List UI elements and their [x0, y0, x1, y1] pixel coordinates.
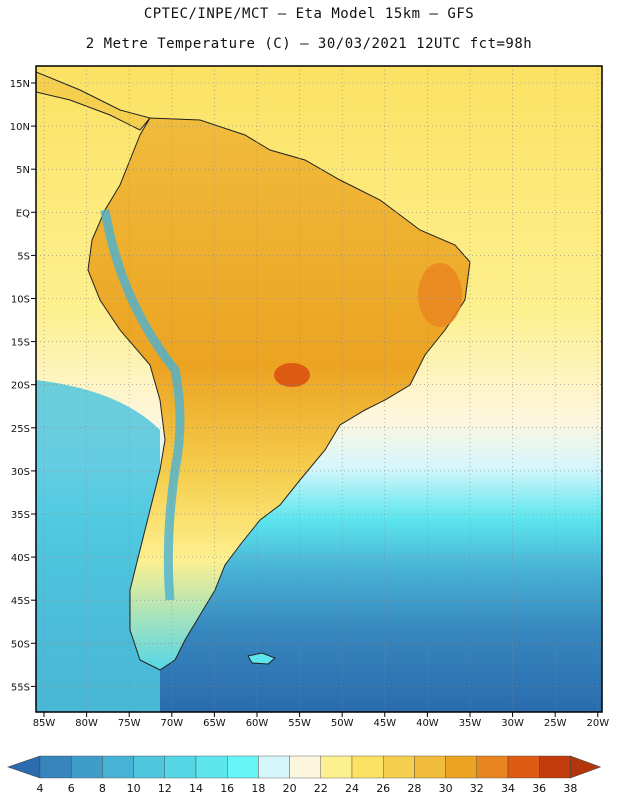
colorbar-label: 30 [439, 782, 453, 795]
lon-label: 30W [501, 718, 524, 729]
chart-title-line1: CPTEC/INPE/MCT – Eta Model 15km – GFS [143, 6, 475, 22]
central-america [36, 71, 151, 131]
hot-spot-pantanal [274, 363, 310, 387]
latitude-labels: 15N 10N 5N EQ 5S 10S 15S 20S 25S 30S 35S 40S 45S 50S 5… [10, 79, 30, 693]
chart-title-line2: 2 Metre Temperature (C) – 30/03/2021 12U… [85, 36, 533, 52]
colorbar-segment [70, 755, 103, 779]
lat-label: 50S [11, 639, 30, 650]
colorbar-label: 4 [37, 782, 44, 795]
colorbar-label: 12 [158, 782, 172, 795]
colorbar-label: 26 [376, 782, 390, 795]
colorbar-label: 28 [407, 782, 421, 795]
lat-label: 5N [16, 165, 30, 176]
colorbar-label: 24 [345, 782, 359, 795]
colorbar-segment [102, 755, 134, 779]
lon-label: 50W [331, 718, 354, 729]
colorbar-label: 38 [563, 782, 577, 795]
lat-label: 15S [11, 338, 30, 349]
lon-label: 45W [373, 718, 396, 729]
colorbar-arrow-left [7, 755, 41, 779]
longitude-labels: 85W 80W 75W 70W 65W 60W 55W 50W 45W 40W 35W 30W 25W 2… [33, 718, 610, 729]
lon-label: 55W [288, 718, 311, 729]
lat-label: 10S [11, 295, 30, 306]
falkland-islands [247, 652, 276, 665]
lat-label: 35S [11, 510, 30, 521]
colorbar-segment [539, 755, 571, 779]
lat-label: 15N [10, 79, 30, 90]
lat-label: 10N [10, 122, 30, 133]
lat-label: 30S [11, 467, 30, 478]
colorbar-segment [414, 755, 446, 779]
lon-label: 85W [33, 718, 56, 729]
south-america-landmass [87, 117, 471, 671]
colorbar-arrow-right [570, 755, 602, 779]
colorbar-segment [383, 755, 415, 779]
lon-label: 20W [586, 718, 609, 729]
colorbar-segment [226, 755, 259, 779]
lat-label: 20S [11, 381, 30, 392]
lon-label: 60W [246, 718, 269, 729]
colorbar-label: 32 [470, 782, 484, 795]
lat-label: 40S [11, 553, 30, 564]
lat-label: EQ [16, 208, 30, 219]
colorbar-segment [476, 755, 509, 779]
lon-label: 35W [459, 718, 482, 729]
colorbar-label: 6 [68, 782, 75, 795]
colorbar-segment [320, 755, 353, 779]
lon-label: 65W [203, 718, 226, 729]
colorbar-labels: 4 6 8 10 12 14 16 18 20 22 24 26 28 30 32 34 36 38 [37, 782, 578, 795]
colorbar-label: 16 [220, 782, 234, 795]
map-frame [35, 65, 603, 713]
hot-spot-northeast [418, 263, 462, 327]
colorbar-label: 18 [251, 782, 265, 795]
graticule [31, 66, 602, 717]
colorbar-label: 10 [127, 782, 141, 795]
lon-label: 75W [118, 718, 141, 729]
colorbar-segment [445, 755, 478, 779]
colorbar-label: 14 [189, 782, 203, 795]
colorbar-label: 34 [501, 782, 515, 795]
colorbar-segment [258, 755, 290, 779]
lat-label: 5S [17, 251, 30, 262]
lat-label: 45S [11, 596, 30, 607]
colorbar-segment [164, 755, 197, 779]
colorbar-segment [507, 755, 540, 779]
colorbar-label: 36 [532, 782, 546, 795]
colorbar-label: 20 [283, 782, 297, 795]
andes-cold-strip [100, 209, 185, 601]
colorbar-segment [351, 755, 384, 779]
colorbar-label: 22 [314, 782, 328, 795]
lon-label: 25W [544, 718, 567, 729]
lat-label: 25S [11, 424, 30, 435]
map-field [36, 66, 602, 712]
lon-label: 40W [416, 718, 439, 729]
colorbar [7, 755, 602, 779]
lon-label: 80W [75, 718, 98, 729]
colorbar-segment [195, 755, 228, 779]
lon-label: 70W [160, 718, 183, 729]
lat-label: 55S [11, 682, 30, 693]
colorbar-segment [133, 755, 166, 779]
colorbar-segment [289, 755, 322, 779]
colorbar-label: 8 [99, 782, 106, 795]
colorbar-segment [39, 755, 72, 779]
